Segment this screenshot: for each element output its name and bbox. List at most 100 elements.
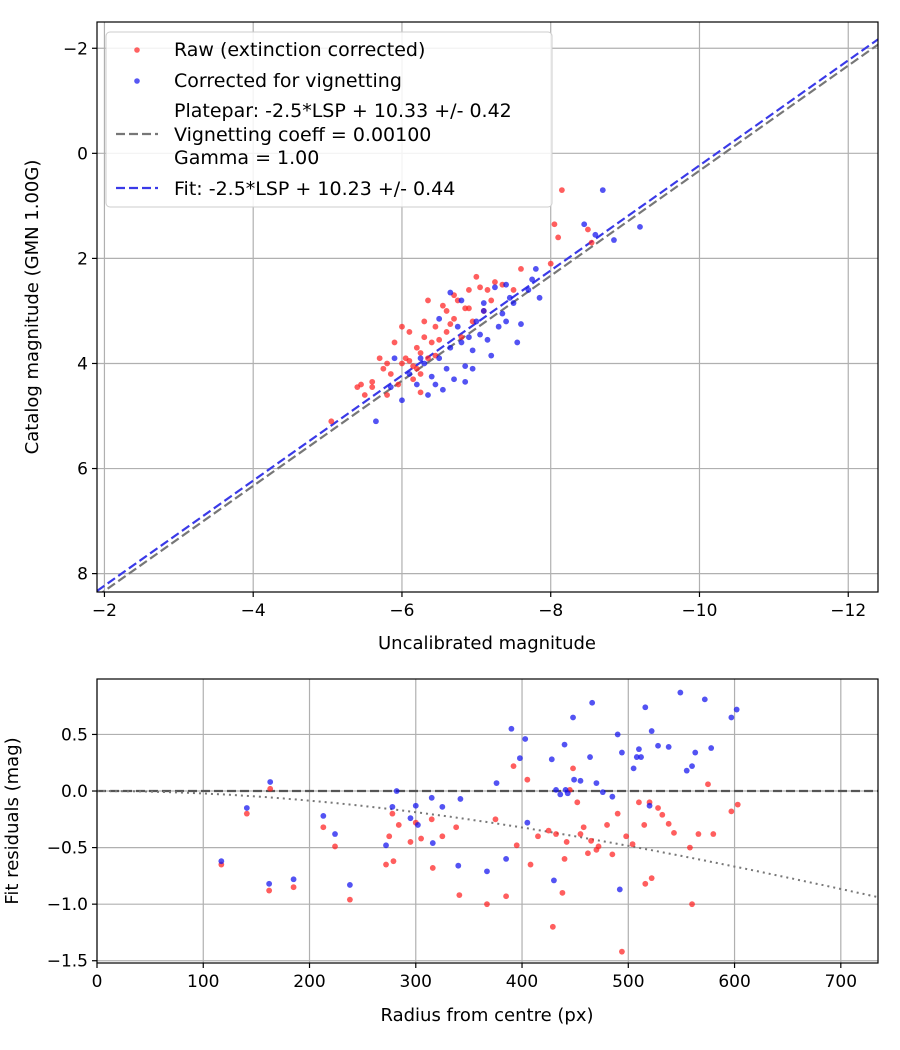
bottom-corrected-point: [571, 776, 578, 783]
bottom-raw-point: [671, 829, 677, 836]
bottom-raw-point: [510, 763, 517, 770]
top-corrected-point: [425, 392, 431, 398]
top-raw-point: [551, 221, 558, 228]
legend-corrected-label: Corrected for vignetting: [174, 70, 402, 92]
bottom-raw-point: [695, 831, 702, 837]
top-raw-point: [466, 305, 472, 312]
bottom-raw-point: [390, 858, 397, 865]
top-corrected-point: [436, 315, 443, 322]
bottom-raw-point: [641, 822, 648, 828]
bottom-y-tick-label: −1.5: [47, 952, 88, 972]
bottom-raw-point: [614, 810, 621, 817]
top-raw-point: [558, 187, 565, 194]
top-raw-point: [395, 381, 402, 388]
bottom-corrected-point: [484, 868, 490, 875]
top-raw-point: [510, 287, 517, 293]
bottom-y-tick-label: −1.0: [47, 895, 88, 915]
top-corrected-point: [436, 355, 443, 362]
top-corrected-point: [462, 378, 469, 385]
top-y-tick-label: 0: [77, 144, 88, 164]
bottom-raw-point: [389, 810, 396, 817]
top-corrected-point: [514, 339, 521, 346]
bottom-corrected-point: [457, 796, 464, 802]
top-corrected-point: [417, 355, 424, 362]
top-corrected-point: [406, 371, 413, 377]
top-corrected-point: [469, 347, 476, 354]
bottom-raw-point: [609, 851, 616, 858]
top-corrected-point: [480, 300, 487, 306]
top-corrected-point: [458, 339, 465, 346]
legend-platepar-line-3: Gamma = 1.00: [174, 147, 319, 169]
bottom-raw-point: [710, 831, 717, 837]
top-corrected-point: [413, 381, 420, 388]
top-raw-point: [473, 273, 480, 280]
top-corrected-point: [529, 276, 536, 283]
bottom-raw-point: [561, 856, 568, 862]
bottom-raw-point: [588, 837, 595, 844]
top-corrected-point: [454, 323, 461, 330]
top-corrected-point: [373, 418, 379, 425]
top-raw-point: [443, 308, 450, 314]
top-corrected-point: [458, 297, 465, 304]
bottom-raw-point: [456, 892, 463, 899]
bottom-corrected-point: [728, 714, 735, 721]
bottom-raw-point: [386, 833, 393, 840]
bottom-corrected-point: [619, 749, 625, 756]
bottom-corrected-point: [524, 819, 531, 826]
top-raw-point: [518, 266, 524, 272]
top-y-axis-ticks: −2 0 2 4 6 8: [63, 39, 97, 585]
bottom-raw-point: [604, 822, 610, 828]
top-raw-point: [413, 365, 420, 372]
top-raw-point: [555, 234, 562, 241]
bottom-corrected-point: [564, 790, 571, 797]
bottom-corrected-point: [557, 791, 564, 798]
bottom-raw-point: [629, 841, 636, 848]
bottom-raw-point: [492, 816, 499, 823]
top-corrected-point: [387, 384, 394, 391]
top-raw-point: [488, 297, 495, 304]
bottom-corrected-point: [577, 777, 584, 784]
bottom-plot: 0 100 200 300 400 500 600 700 −1.5 −1.0 −0.5 0.0 0.…: [2, 678, 879, 1026]
top-raw-point: [361, 392, 368, 398]
bottom-raw-point: [687, 844, 693, 851]
bottom-raw-point: [513, 842, 520, 849]
bottom-corrected-point: [633, 754, 640, 760]
bottom-corrected-point: [630, 765, 637, 772]
bottom-raw-point: [535, 833, 541, 840]
bottom-plot-frame: [96, 678, 879, 964]
legend-fit-label: Fit: -2.5*LSP + 10.23 +/- 0.44: [174, 178, 455, 200]
bottom-raw-point: [577, 831, 584, 837]
bottom-raw-point: [453, 824, 460, 831]
legend-raw-label: Raw (extinction corrected): [174, 39, 425, 61]
bottom-raw-point: [553, 831, 559, 837]
bottom-raw-point: [290, 884, 297, 891]
bottom-corrected-point: [599, 789, 606, 796]
top-raw-point: [458, 334, 465, 341]
top-corrected-point: [451, 376, 457, 383]
top-raw-point: [413, 344, 420, 351]
top-corrected-point: [443, 365, 450, 372]
bottom-raw-point: [689, 901, 695, 908]
bottom-corrected-point: [522, 736, 529, 742]
bottom-raw-point: [728, 808, 735, 815]
bottom-corrected-point: [665, 743, 672, 750]
bottom-corrected-point: [570, 714, 576, 721]
top-corrected-point: [536, 294, 543, 301]
bottom-raw-point: [383, 861, 389, 868]
bottom-raw-point: [524, 776, 531, 783]
bottom-raw-point: [545, 827, 552, 834]
bottom-raw-point: [346, 896, 353, 903]
top-raw-point: [439, 302, 446, 309]
bottom-raw-point: [266, 887, 273, 894]
top-raw-point: [547, 260, 554, 267]
bottom-corrected-point: [412, 802, 419, 809]
bottom-raw-point: [484, 901, 490, 908]
bottom-corrected-point: [503, 856, 509, 862]
legend-platepar-line-1: Platepar: -2.5*LSP + 10.33 +/- 0.42: [174, 100, 512, 122]
top-corrected-point: [473, 318, 480, 325]
top-x-tick-label: −8: [538, 601, 563, 621]
bottom-corrected-point: [455, 862, 462, 869]
top-x-axis-label: Uncalibrated magnitude: [378, 633, 596, 654]
bottom-y-tick-label: 0.5: [61, 725, 88, 745]
top-raw-point: [428, 339, 435, 346]
